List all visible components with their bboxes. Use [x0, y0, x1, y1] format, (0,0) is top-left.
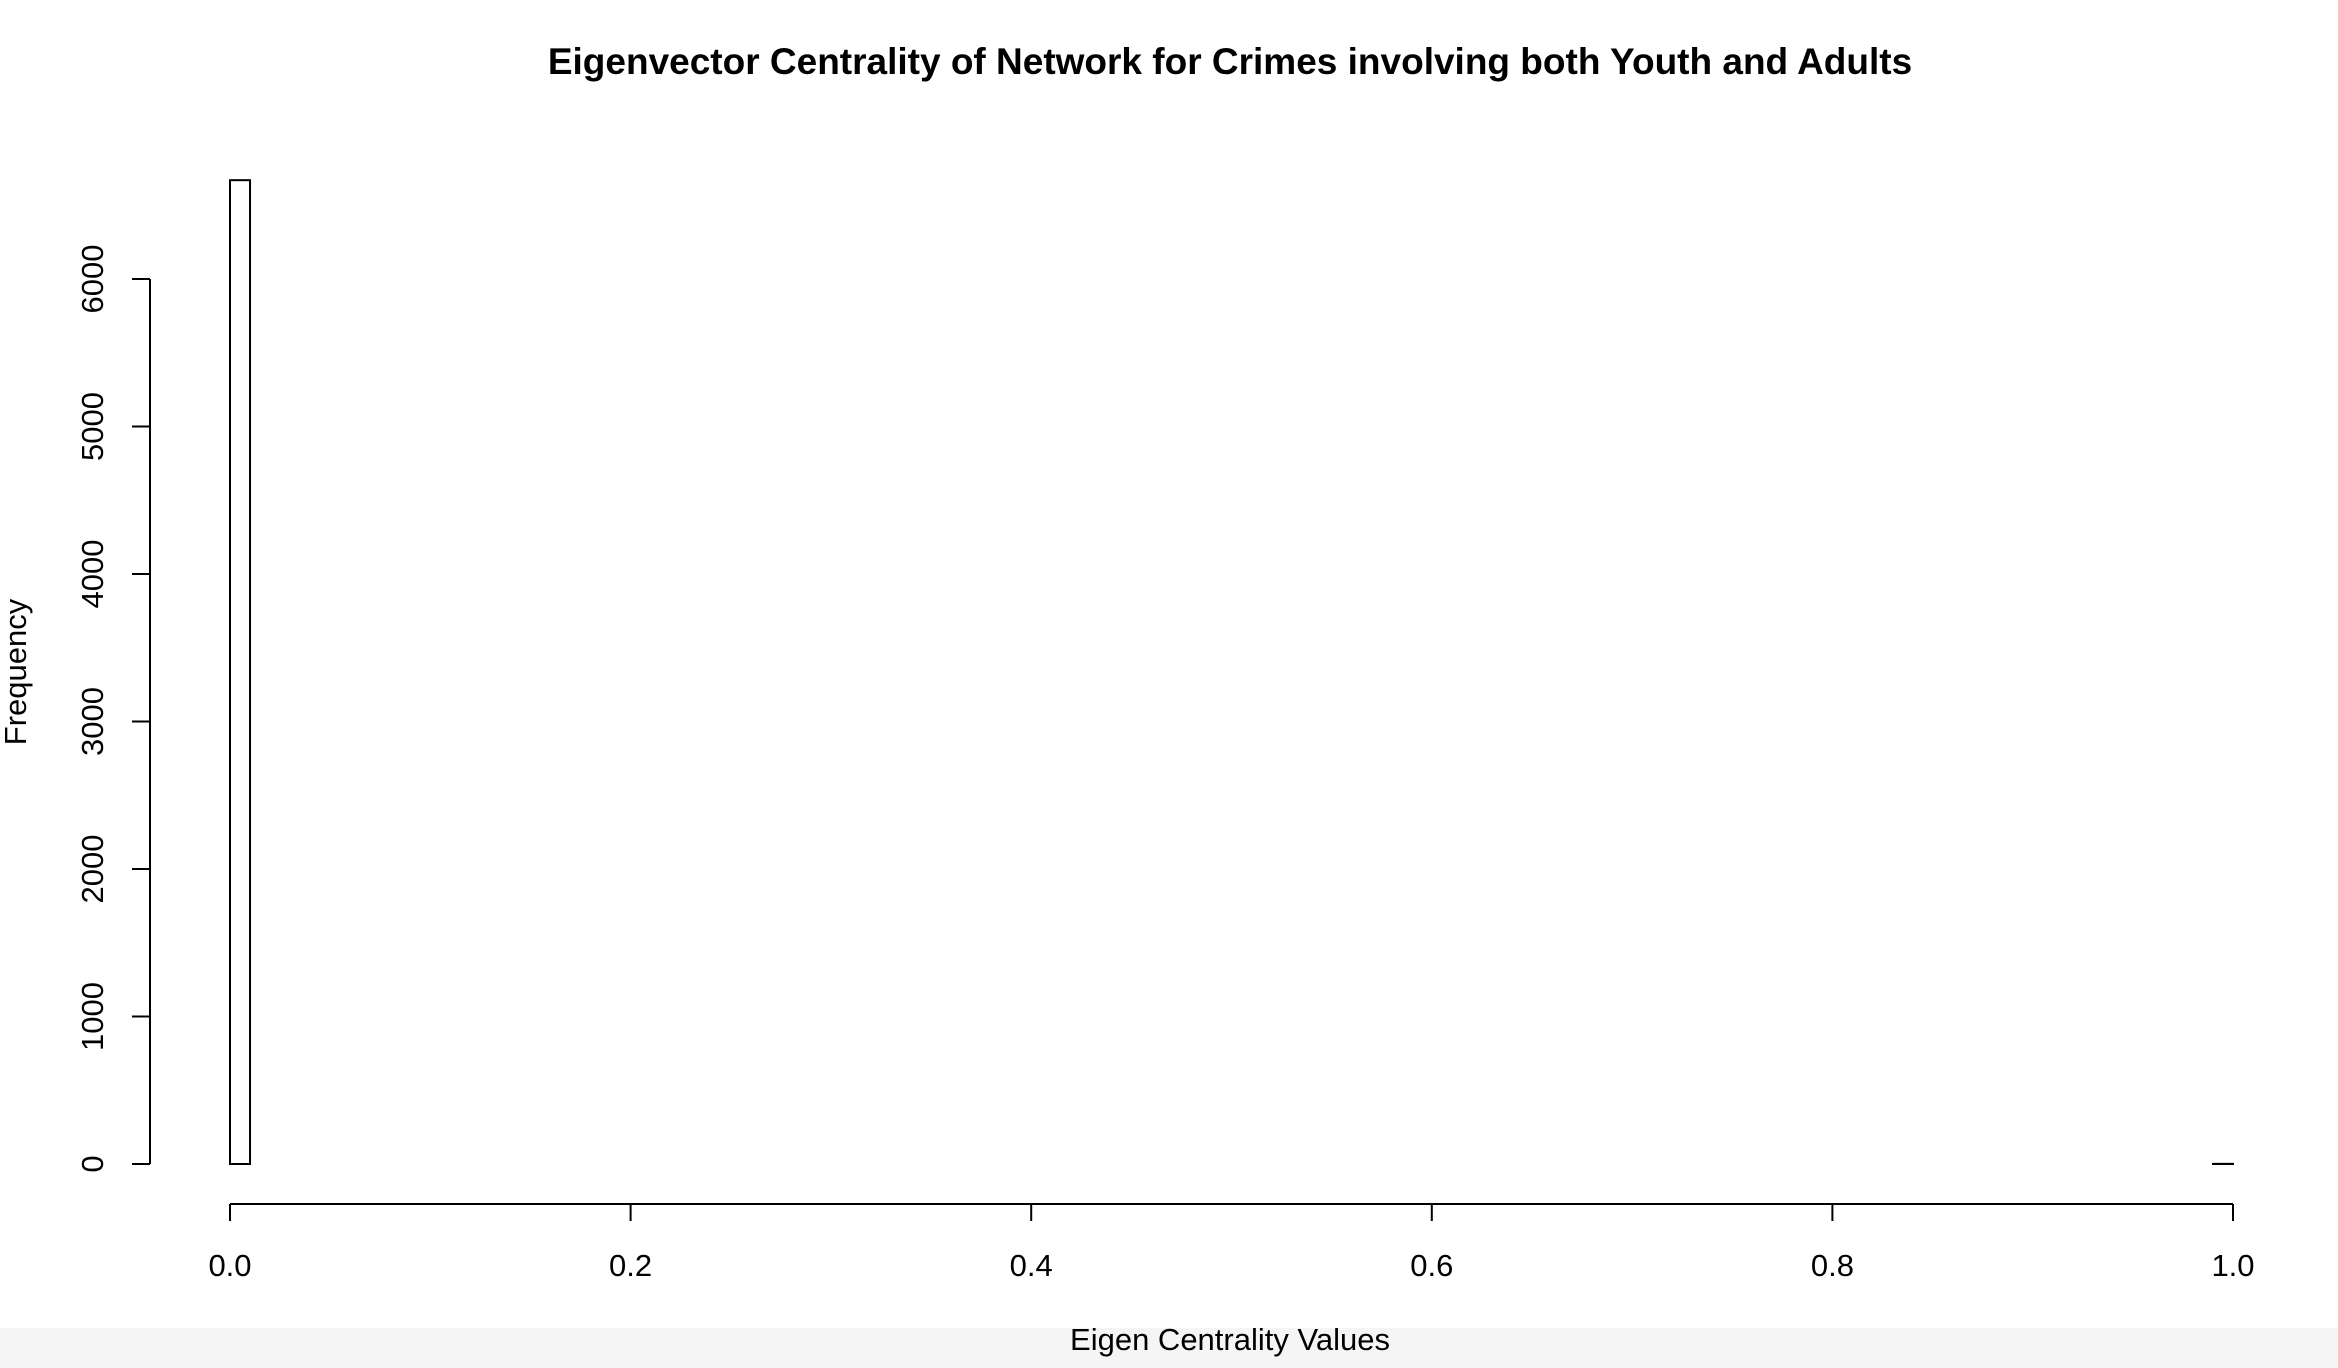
y-tick-label-6000: 6000 — [75, 245, 110, 314]
y-axis: 0 1000 2000 3000 4000 5000 6000 — [75, 245, 151, 1173]
x-tick-label-0.8: 0.8 — [1811, 1248, 1854, 1283]
x-tick-label-0.0: 0.0 — [208, 1248, 251, 1283]
y-axis-label: Frequency — [0, 598, 33, 745]
y-tick-label-4000: 4000 — [75, 540, 110, 609]
y-tick-label-1000: 1000 — [75, 982, 110, 1051]
bottom-shade — [0, 1328, 2338, 1368]
histogram-bars — [229, 179, 2234, 1166]
y-tick-label-3000: 3000 — [75, 687, 110, 756]
x-tick-label-1.0: 1.0 — [2211, 1248, 2254, 1283]
x-axis: 0.0 0.2 0.4 0.6 0.8 1.0 — [208, 1203, 2255, 1283]
x-axis-label: Eigen Centrality Values — [1070, 1322, 1390, 1357]
x-tick-label-0.2: 0.2 — [609, 1248, 652, 1283]
y-tick-label-0: 0 — [75, 1155, 110, 1172]
histogram-bar-0 — [229, 179, 252, 1166]
chart-title: Eigenvector Centrality of Network for Cr… — [548, 41, 1912, 82]
x-tick-label-0.4: 0.4 — [1010, 1248, 1053, 1283]
y-tick-label-5000: 5000 — [75, 392, 110, 461]
y-tick-label-2000: 2000 — [75, 835, 110, 904]
x-tick-label-0.6: 0.6 — [1410, 1248, 1453, 1283]
